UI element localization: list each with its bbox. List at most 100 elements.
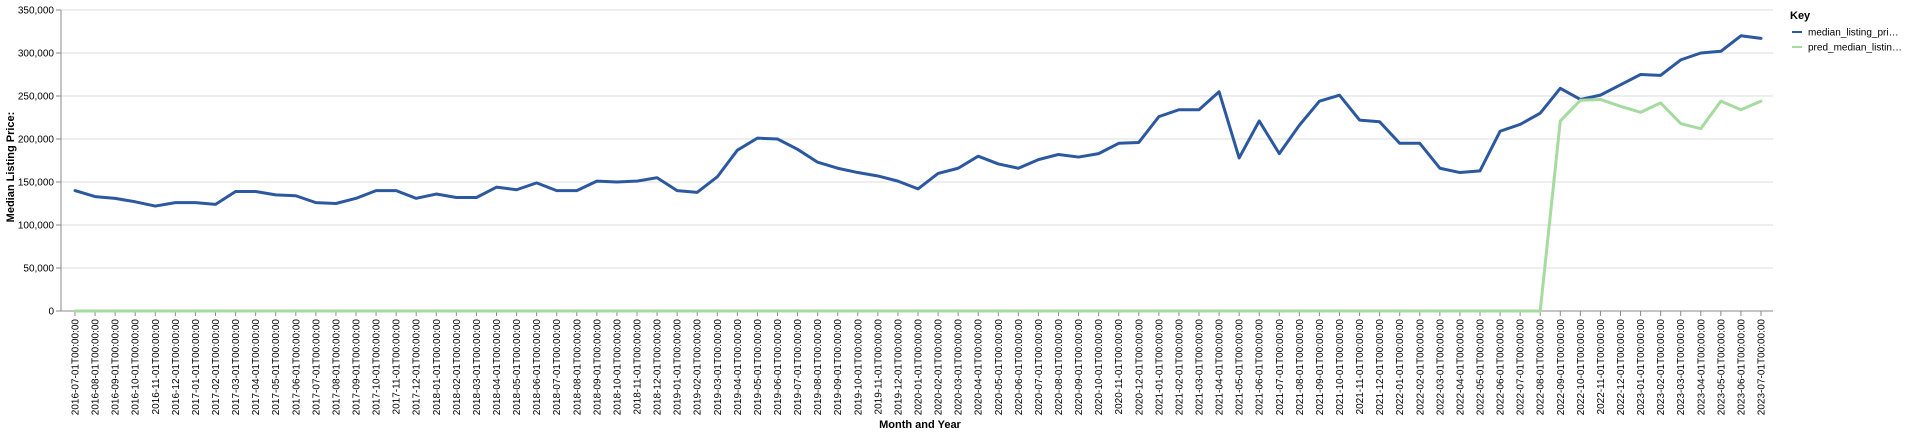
x-tick-label: 2021-08-01T00:00:00 xyxy=(1295,319,1306,416)
x-tick-label: 2018-04-01T00:00:00 xyxy=(492,319,503,416)
x-tick-label: 2019-12-01T00:00:00 xyxy=(893,319,904,416)
x-tick-label: 2017-10-01T00:00:00 xyxy=(372,319,383,416)
x-tick-label: 2022-09-01T00:00:00 xyxy=(1556,319,1567,416)
x-tick-label: 2022-07-01T00:00:00 xyxy=(1516,319,1527,416)
x-tick-label: 2022-03-01T00:00:00 xyxy=(1435,319,1446,416)
x-tick-label: 2022-12-01T00:00:00 xyxy=(1616,319,1627,416)
x-tick-label: 2020-09-01T00:00:00 xyxy=(1074,319,1085,416)
x-tick-label: 2021-02-01T00:00:00 xyxy=(1174,319,1185,416)
x-tick-label: 2021-06-01T00:00:00 xyxy=(1255,319,1266,416)
x-tick-label: 2019-11-01T00:00:00 xyxy=(873,319,884,415)
x-tick-label: 2017-11-01T00:00:00 xyxy=(392,319,403,415)
x-tick-label: 2020-04-01T00:00:00 xyxy=(974,319,985,416)
x-tick-label: 2023-01-01T00:00:00 xyxy=(1636,319,1647,416)
x-tick-label: 2017-12-01T00:00:00 xyxy=(412,319,423,416)
x-tick-label: 2016-11-01T00:00:00 xyxy=(151,319,162,415)
x-tick-label: 2020-08-01T00:00:00 xyxy=(1054,319,1065,416)
legend-label: pred_median_listin… xyxy=(1808,43,1902,54)
y-axis: 0 50,000 100,000 150,000 200,000 250,000 300,0… xyxy=(18,6,62,318)
x-tick-label: 2016-07-01T00:00:00 xyxy=(71,319,82,416)
x-tick-label: 2017-07-01T00:00:00 xyxy=(311,319,322,416)
x-tick-label: 2021-11-01T00:00:00 xyxy=(1355,319,1366,415)
x-tick-label: 2017-03-01T00:00:00 xyxy=(231,319,242,416)
x-tick-label: 2017-02-01T00:00:00 xyxy=(211,319,222,416)
y-tick-label: 200,000 xyxy=(18,135,55,146)
x-tick-label: 2021-05-01T00:00:00 xyxy=(1235,319,1246,416)
x-tick-label: 2019-06-01T00:00:00 xyxy=(773,319,784,416)
x-tick-label: 2018-06-01T00:00:00 xyxy=(532,319,543,416)
x-tick-label: 2021-10-01T00:00:00 xyxy=(1335,319,1346,416)
x-tick-label: 2017-01-01T00:00:00 xyxy=(191,319,202,416)
x-tick-label: 2019-09-01T00:00:00 xyxy=(833,319,844,416)
x-tick-label: 2022-11-01T00:00:00 xyxy=(1596,319,1607,415)
x-tick-label: 2018-12-01T00:00:00 xyxy=(653,319,664,416)
x-tick-label: 2018-03-01T00:00:00 xyxy=(472,319,483,416)
x-tick-label: 2020-11-01T00:00:00 xyxy=(1114,319,1125,415)
x-tick-label: 2023-05-01T00:00:00 xyxy=(1716,319,1727,416)
x-tick-label: 2023-06-01T00:00:00 xyxy=(1736,319,1747,416)
x-tick-label: 2019-03-01T00:00:00 xyxy=(713,319,724,416)
series-lines xyxy=(73,34,1763,313)
x-axis: 2016-07-01T00:00:00 2016-08-01T00:00:00 20… xyxy=(61,310,1773,416)
x-tick-label: 2022-05-01T00:00:00 xyxy=(1476,319,1487,416)
x-tick-label: 2018-02-01T00:00:00 xyxy=(452,319,463,416)
x-tick-label: 2016-12-01T00:00:00 xyxy=(171,319,182,416)
series-line-median-listing-price xyxy=(73,34,1763,208)
x-tick-label: 2017-08-01T00:00:00 xyxy=(331,319,342,416)
x-tick-label: 2022-01-01T00:00:00 xyxy=(1395,319,1406,416)
x-tick-label: 2020-10-01T00:00:00 xyxy=(1094,319,1105,416)
x-tick-label: 2016-09-01T00:00:00 xyxy=(111,319,122,416)
x-tick-label: 2017-04-01T00:00:00 xyxy=(251,319,262,416)
x-tick-label: 2020-05-01T00:00:00 xyxy=(994,319,1005,416)
x-tick-label: 2022-06-01T00:00:00 xyxy=(1496,319,1507,416)
x-tick-label: 2018-07-01T00:00:00 xyxy=(552,319,563,416)
x-tick-label: 2021-03-01T00:00:00 xyxy=(1195,319,1206,416)
legend: Key median_listing_pri… pred_median_listi… xyxy=(1790,10,1902,54)
x-tick-label: 2023-02-01T00:00:00 xyxy=(1656,319,1667,416)
x-tick-label: 2020-01-01T00:00:00 xyxy=(914,319,925,416)
y-tick-label: 300,000 xyxy=(18,49,55,60)
x-tick-label: 2021-07-01T00:00:00 xyxy=(1275,319,1286,416)
x-tick-label: 2021-04-01T00:00:00 xyxy=(1215,319,1226,416)
x-tick-label: 2020-12-01T00:00:00 xyxy=(1134,319,1145,416)
x-tick-label: 2018-11-01T00:00:00 xyxy=(633,319,644,415)
legend-label: median_listing_pri… xyxy=(1808,28,1899,39)
x-tick-label: 2021-12-01T00:00:00 xyxy=(1375,319,1386,416)
x-tick-label: 2019-01-01T00:00:00 xyxy=(673,319,684,416)
x-tick-label: 2019-07-01T00:00:00 xyxy=(793,319,804,416)
x-tick-label: 2018-08-01T00:00:00 xyxy=(572,319,583,416)
x-tick-label: 2019-02-01T00:00:00 xyxy=(693,319,704,416)
x-tick-label: 2020-07-01T00:00:00 xyxy=(1034,319,1045,416)
x-tick-label: 2022-02-01T00:00:00 xyxy=(1415,319,1426,416)
x-tick-label: 2017-09-01T00:00:00 xyxy=(352,319,363,416)
x-tick-label: 2018-01-01T00:00:00 xyxy=(432,319,443,416)
y-tick-label: 150,000 xyxy=(18,178,55,189)
x-tick-label: 2019-05-01T00:00:00 xyxy=(753,319,764,416)
y-tick-label: 50,000 xyxy=(23,264,54,275)
x-tick-label: 2020-03-01T00:00:00 xyxy=(954,319,965,416)
y-tick-label: 100,000 xyxy=(18,221,55,232)
legend-title: Key xyxy=(1790,10,1811,22)
x-tick-label: 2017-05-01T00:00:00 xyxy=(271,319,282,416)
x-tick-label: 2022-08-01T00:00:00 xyxy=(1536,319,1547,416)
y-tick-label: 250,000 xyxy=(18,92,55,103)
gridlines xyxy=(61,9,1773,312)
y-axis-title: Median Listing Price: xyxy=(5,112,17,223)
y-tick-label: 350,000 xyxy=(18,6,55,17)
x-axis-title: Month and Year xyxy=(879,419,961,431)
x-tick-label: 2021-09-01T00:00:00 xyxy=(1315,319,1326,416)
x-tick-label: 2019-08-01T00:00:00 xyxy=(813,319,824,416)
x-tick-label: 2022-10-01T00:00:00 xyxy=(1576,319,1587,416)
x-tick-label: 2017-06-01T00:00:00 xyxy=(291,319,302,416)
x-tick-label: 2023-04-01T00:00:00 xyxy=(1696,319,1707,416)
x-tick-label: 2018-10-01T00:00:00 xyxy=(612,319,623,416)
y-tick-label: 0 xyxy=(48,307,54,318)
x-tick-label: 2016-10-01T00:00:00 xyxy=(131,319,142,416)
x-tick-label: 2023-07-01T00:00:00 xyxy=(1757,319,1768,416)
x-tick-label: 2023-03-01T00:00:00 xyxy=(1676,319,1687,416)
x-tick-label: 2018-05-01T00:00:00 xyxy=(512,319,523,416)
series-line-pred-median-listing-price xyxy=(73,97,1763,313)
x-tick-label: 2016-08-01T00:00:00 xyxy=(91,319,102,416)
x-tick-label: 2018-09-01T00:00:00 xyxy=(592,319,603,416)
